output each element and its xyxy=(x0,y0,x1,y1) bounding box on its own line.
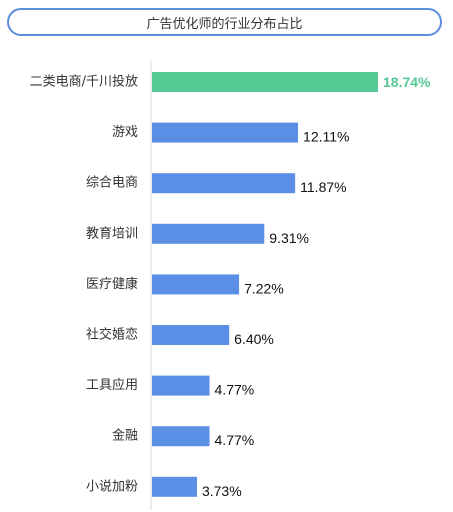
bar xyxy=(152,122,299,143)
category-label: 综合电商 xyxy=(86,176,138,191)
value-label: 18.74% xyxy=(383,74,431,90)
value-label: 9.31% xyxy=(269,230,309,246)
chart-title: 广告优化师的行业分布占比 xyxy=(7,8,442,36)
bar xyxy=(152,476,197,497)
bar xyxy=(152,173,296,194)
category-label: 金融 xyxy=(112,428,138,444)
category-label: 教育培训 xyxy=(86,225,138,241)
category-label: 工具应用 xyxy=(86,377,138,393)
category-label: 二类电商/千川投放 xyxy=(30,74,138,90)
value-label: 4.77% xyxy=(215,382,255,398)
bar xyxy=(152,426,210,447)
category-label: 小说加粉 xyxy=(86,479,138,494)
category-label: 社交婚恋 xyxy=(86,327,138,343)
chart-title-text: 广告优化师的行业分布占比 xyxy=(146,16,303,32)
value-label: 3.73% xyxy=(202,483,242,499)
bar xyxy=(152,274,240,295)
value-label: 4.77% xyxy=(215,432,255,448)
category-label: 医疗健康 xyxy=(86,276,138,292)
bar xyxy=(152,375,210,396)
value-label: 11.87% xyxy=(300,179,346,195)
value-label: 12.11% xyxy=(303,129,349,145)
bar xyxy=(152,223,265,244)
value-label: 6.40% xyxy=(234,331,274,347)
bar xyxy=(152,72,378,92)
category-label: 游戏 xyxy=(112,125,138,140)
value-label: 7.22% xyxy=(244,280,284,296)
bar xyxy=(152,325,230,345)
